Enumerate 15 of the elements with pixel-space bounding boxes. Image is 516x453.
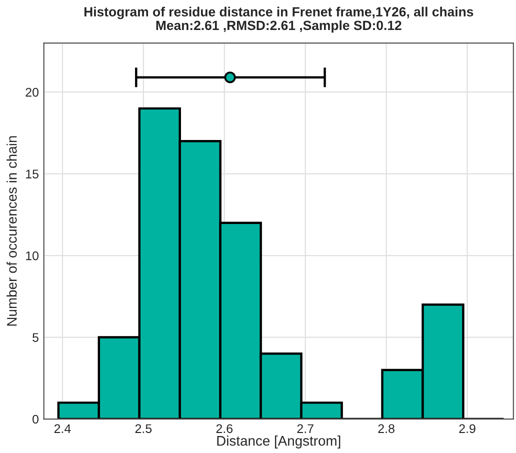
- x-tick-label: 2.6: [216, 424, 233, 434]
- y-tick-label: 10: [26, 251, 39, 260]
- x-axis-title: Distance [Angstrom]: [217, 436, 340, 448]
- x-tick-label: 2.4: [54, 424, 71, 433]
- x-tick-label: 2.7: [297, 424, 314, 433]
- chart-title: Histogram of residue distance in Frenet frame,1Y26, all chains: [84, 6, 474, 20]
- y-tick-label: 15: [26, 170, 38, 178]
- y-axis-title: Number of occurences in chain: [6, 136, 17, 326]
- y-tick-label: 20: [26, 88, 39, 97]
- y-tick-label: 5: [32, 333, 38, 342]
- x-tick-label: 2.9: [459, 424, 476, 434]
- x-tick-label: 2.8: [378, 424, 394, 434]
- y-tick-label: 0: [32, 414, 39, 424]
- x-tick-label: 2.5: [135, 424, 152, 434]
- chart-subtitle: Mean:2.61 ,RMSD:2.61 ,Sample SD:0.12: [156, 20, 402, 33]
